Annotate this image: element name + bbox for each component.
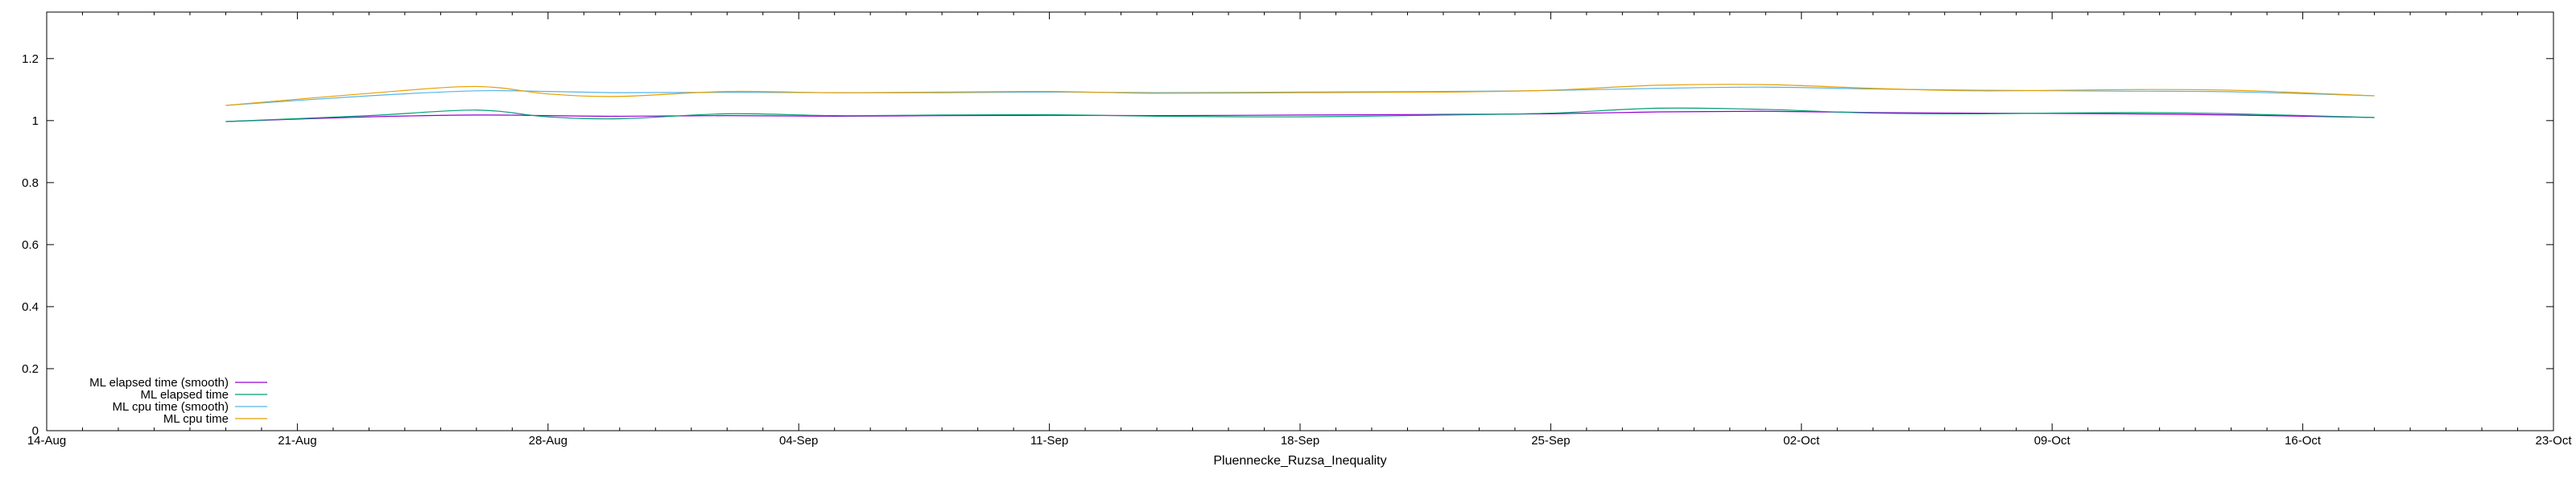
x-tick-label: 28-Aug [529, 434, 568, 448]
legend-label: ML cpu time (smooth) [113, 400, 229, 414]
x-tick-label: 04-Sep [779, 434, 818, 448]
plot-frame [46, 11, 2554, 431]
y-axis: 0 0.2 0.4 0.6 0.8 1 1.2 [22, 52, 2553, 438]
series-lines [225, 84, 2375, 122]
x-tick-label: 23-Oct [2535, 434, 2572, 448]
y-tick-label: 1.2 [22, 52, 39, 66]
legend-label: ML cpu time [163, 412, 229, 426]
y-tick-label: 0.8 [22, 176, 39, 190]
x-tick-label: 21-Aug [278, 434, 316, 448]
y-tick-label: 1 [32, 114, 39, 128]
legend-label: ML elapsed time [141, 388, 229, 402]
x-tick-label: 18-Sep [1281, 434, 1319, 448]
y-tick-label: 0.2 [22, 362, 39, 376]
legend-label: ML elapsed time (smooth) [89, 376, 229, 390]
x-tick-label: 02-Oct [1783, 434, 1820, 448]
x-tick-label: 09-Oct [2034, 434, 2071, 448]
x-tick-label: 14-Aug [27, 434, 66, 448]
x-tick-label: 25-Sep [1531, 434, 1570, 448]
y-tick-label: 0 [32, 424, 39, 438]
series-line-2 [225, 107, 2375, 122]
series-line-3 [225, 86, 2375, 106]
series-line-1 [225, 110, 2375, 122]
x-tick-label: 11-Sep [1030, 434, 1068, 448]
y-tick-label: 0.4 [22, 300, 39, 314]
x-tick-label: 16-Oct [2285, 434, 2322, 448]
series-line-4 [225, 84, 2375, 106]
x-axis-title: Pluennecke_Ruzsa_Inequality [1213, 454, 1386, 468]
legend: ML elapsed time (smooth)ML elapsed timeM… [89, 376, 267, 426]
y-tick-label: 0.6 [22, 238, 39, 252]
x-axis: 14-Aug 21-Aug 28-Aug 04-Sep 11-Sep 18-Sep 25-S… [27, 12, 2572, 448]
